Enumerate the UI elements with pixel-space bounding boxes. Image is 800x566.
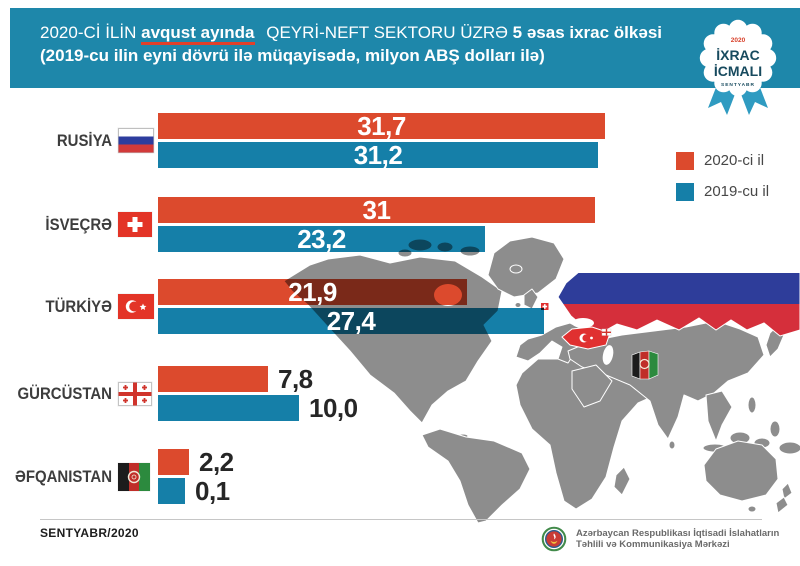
bar-value-2019-gurcustan: 10,0 [309,393,358,423]
footer-organization: Azərbaycan Respublikası İqtisadi İslahat… [541,526,779,552]
bar-value-2020-gurcustan: 7,8 [278,364,313,394]
title-highlight: avqust ayında [141,23,255,45]
badge-month: SENTYABR [721,82,755,88]
bar-2020-turkiye [158,279,467,305]
bar-2019-gurcustan [158,395,299,421]
badge-title-line2: İCMALI [714,63,762,79]
legend-item-2020: 2020-ci il [676,152,769,170]
bar-2020-rusiya [158,113,605,139]
footer-org-text: Azərbaycan Respublikası İqtisadi İslahat… [576,528,779,551]
badge-title-line1: İXRAC [716,47,760,63]
legend-item-2019: 2019-cu il [676,183,769,201]
bar-value-2020-isvecre: 31 [362,195,391,225]
country-label-efqanistan: ƏFQANISTAN [14,466,112,486]
legend: 2020-ci il 2019-cu il [676,152,769,214]
flag-switzerland-icon [118,212,152,237]
map-australia [703,440,779,502]
rosette-icon [699,19,777,97]
export-review-badge: 2020 İXRAC İCMALI SENTYABR [699,19,777,115]
bar-value-2020-efqanistan: 2,2 [199,447,234,477]
bar-2020-isvecre [158,197,595,223]
map-greenland [487,236,565,298]
bar-value-2019-turkiye: 27,4 [326,306,376,336]
flag-russia-icon [118,128,154,153]
title-seg-3: QEYRİ-NEFT SEKTORU ÜZRƏ [266,23,508,42]
header-band: 2020-Cİ İLİN avqust ayında QEYRİ-NEFT SE… [10,8,800,88]
legend-label-2020: 2020-ci il [704,152,765,169]
title-line-1: 2020-Cİ İLİN avqust ayında QEYRİ-NEFT SE… [40,21,662,45]
bar-2020-gurcustan [158,366,268,392]
title-seg-4: 5 əsas ixrac ölkəsi [512,23,662,42]
bar-value-2020-rusiya: 31,7 [357,111,406,141]
badge-year: 2020 [731,37,746,44]
map-georgia-mark [601,328,612,336]
legend-swatch-2020 [676,152,694,170]
flag-georgia-icon [118,382,152,406]
country-label-turkiye: TÜRKİYƏ [45,296,113,316]
bar-value-2019-rusiya: 31,2 [353,140,403,170]
bar-2019-rusiya [158,142,598,168]
map-afghanistan-flag [631,350,659,380]
country-label-rusiya: RUSİYA [56,130,112,150]
bar-value-2019-efqanistan: 0,1 [195,476,230,506]
country-label-isvecre: İSVEÇRƏ [45,214,113,234]
footer-org-line2: Təhlili və Kommunikasiya Mərkəzi [576,539,730,550]
bar-2020-efqanistan [158,449,189,475]
map-switzerland-mark [541,303,549,310]
footer-divider [40,519,762,520]
legend-label-2019: 2019-cu il [704,183,770,200]
world-map [283,236,800,524]
bar-value-2019-isvecre: 23,2 [297,224,346,254]
country-label-gurcustan: GÜRCÜSTAN [17,383,113,403]
legend-swatch-2019 [676,183,694,201]
flag-turkey-icon [118,294,154,319]
title-seg-1: 2020-Cİ İLİN [40,23,137,42]
page-title: 2020-Cİ İLİN avqust ayında QEYRİ-NEFT SE… [40,21,662,67]
bar-2019-efqanistan [158,478,185,504]
footer-org-line1: Azərbaycan Respublikası İqtisadi İslahat… [576,527,780,539]
map-turkey-flag [561,326,611,350]
bar-2019-isvecre [158,226,485,252]
title-line-2: (2019-cu ilin eyni dövrü ilə müqayisədə,… [40,46,545,65]
footer-date: SENTYABR/2020 [40,526,139,540]
bar-2019-turkiye [158,308,544,334]
map-south-america [421,428,531,524]
flag-afghanistan-icon [118,463,150,491]
state-emblem-icon [541,526,567,552]
bar-value-2020-turkiye: 21,9 [288,277,337,307]
